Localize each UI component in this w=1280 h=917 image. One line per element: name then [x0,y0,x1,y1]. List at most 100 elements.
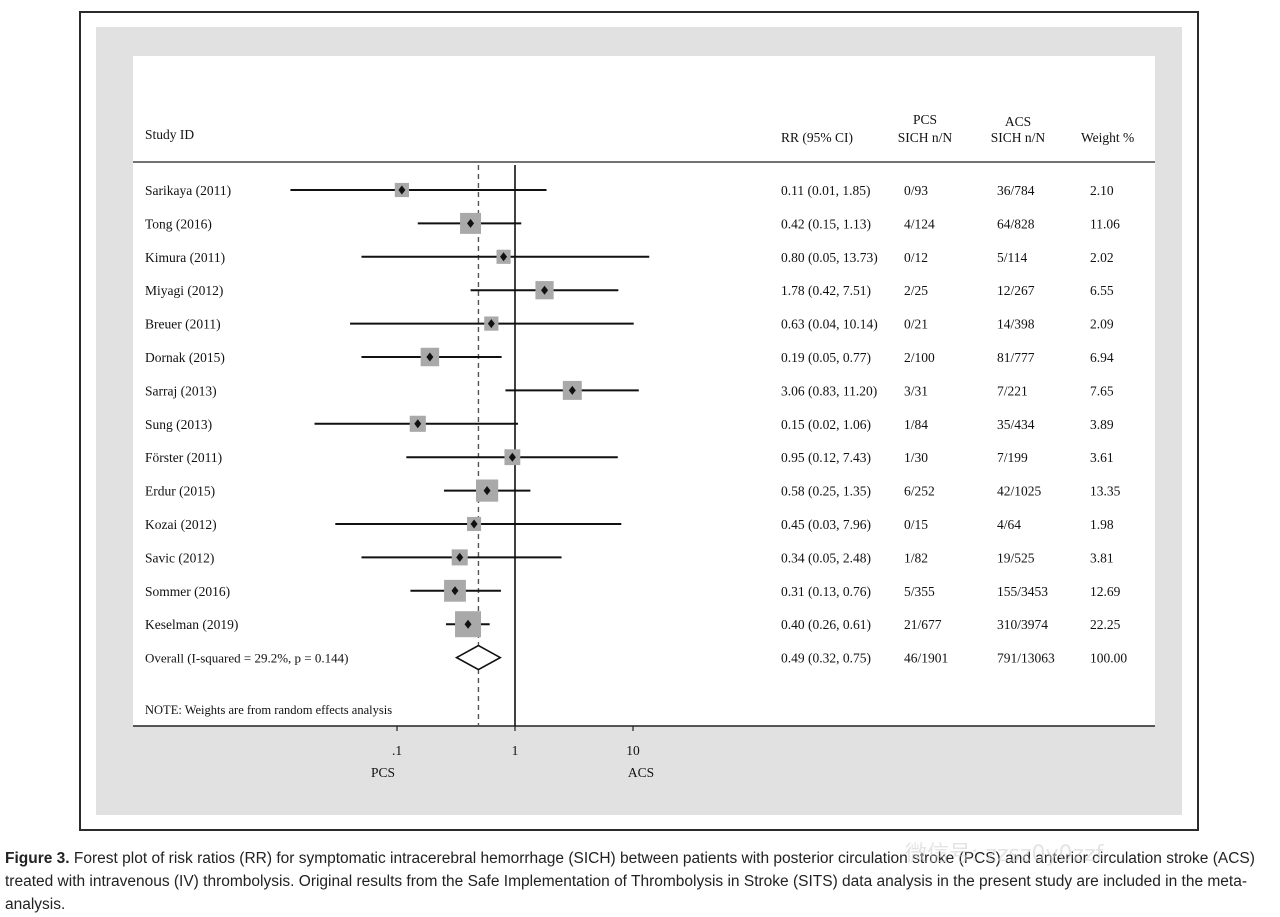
study-row: Tong (2016) 0.42 (0.15, 1.13) 4/124 64/828 1… [145,212,1120,234]
study-row: Kozai (2012) 0.45 (0.03, 7.96) 0/15 4/64 1.9… [145,516,1114,532]
weight-value: 2.02 [1090,250,1114,265]
favours-right-label: ACS [628,765,654,780]
pcs-sich-value: 0/21 [904,317,928,332]
header-acs-sub: SICH n/N [991,130,1046,145]
x-tick-label: .1 [392,743,402,758]
pcs-sich-value: 1/82 [904,550,928,565]
acs-sich-value: 5/114 [997,250,1027,265]
study-label: Breuer (2011) [145,317,221,332]
rr-ci-value: 0.80 (0.05, 13.73) [781,250,878,265]
weight-value: 11.06 [1090,216,1120,231]
acs-sich-value: 19/525 [997,550,1035,565]
study-label: Savic (2012) [145,550,214,565]
figure-caption: Figure 3. Forest plot of risk ratios (RR… [5,847,1277,916]
study-label: Sarraj (2013) [145,383,217,398]
acs-sich-value: 42/1025 [997,484,1042,499]
study-label: Kozai (2012) [145,517,217,532]
point-estimate-marker [500,252,508,262]
acs-sich-value: 7/221 [997,383,1028,398]
rr-ci-value: 0.11 (0.01, 1.85) [781,183,871,198]
weight-value: 13.35 [1090,484,1121,499]
pcs-sich-value: 3/31 [904,383,928,398]
study-label: Sommer (2016) [145,584,230,599]
weight-value: 3.89 [1090,417,1114,432]
acs-sich-value: 4/64 [997,517,1021,532]
pcs-sich-value: 4/124 [904,216,935,231]
study-label: Erdur (2015) [145,484,215,499]
study-label: Sarikaya (2011) [145,183,231,198]
weight-value: 3.61 [1090,450,1114,465]
caption-label: Figure 3. [5,850,70,867]
study-label: Sung (2013) [145,417,212,432]
point-estimate-marker [467,218,475,228]
acs-sich-value: 35/434 [997,417,1035,432]
acs-sich-value: 36/784 [997,183,1035,198]
pcs-sich-value: 2/25 [904,283,928,298]
study-label: Kimura (2011) [145,250,225,265]
study-row: Sommer (2016) 0.31 (0.13, 0.76) 5/355 155/3… [145,579,1121,602]
rr-ci-value: 0.34 (0.05, 2.48) [781,550,871,565]
favours-left-label: PCS [371,765,395,780]
rr-ci-value: 1.78 (0.42, 7.51) [781,283,871,298]
weight-value: 2.10 [1090,183,1114,198]
point-estimate-marker [483,486,491,496]
point-estimate-marker [541,285,549,295]
point-estimate-marker [398,185,406,195]
x-tick-label: 1 [512,743,519,758]
pcs-sich-value: 1/84 [904,417,928,432]
pcs-sich-value: 1/30 [904,450,928,465]
point-estimate-marker [451,586,459,596]
weight-value: 1.98 [1090,517,1114,532]
study-row: Miyagi (2012) 1.78 (0.42, 7.51) 2/25 12/267… [145,281,1114,300]
header-weight: Weight % [1081,130,1134,145]
study-row: Sarikaya (2011) 0.11 (0.01, 1.85) 0/93 36/7… [145,182,1114,198]
point-estimate-marker [568,385,576,395]
rr-ci-value: 3.06 (0.83, 11.20) [781,383,877,398]
weight-value: 12.69 [1090,584,1121,599]
weight-value: 6.94 [1090,350,1114,365]
point-estimate-marker [456,552,464,562]
point-estimate-marker [426,352,434,362]
pcs-sich-value: 6/252 [904,484,935,499]
weight-value: 7.65 [1090,383,1114,398]
plot-area [133,56,1155,726]
weight-value: 2.09 [1090,317,1114,332]
rr-ci-value: 0.63 (0.04, 10.14) [781,317,878,332]
acs-sich-value: 7/199 [997,450,1028,465]
pcs-sich-value: 2/100 [904,350,935,365]
study-label: Dornak (2015) [145,350,225,365]
study-row: Sung (2013) 0.15 (0.02, 1.06) 1/84 35/434 3.… [145,415,1114,432]
overall-diamond [454,644,502,671]
rr-ci-value: 0.19 (0.05, 0.77) [781,350,871,365]
overall-weight-value: 100.00 [1090,651,1127,666]
note-text: NOTE: Weights are from random effects an… [145,703,392,717]
study-row: Erdur (2015) 0.58 (0.25, 1.35) 6/252 42/102… [145,479,1121,502]
rr-ci-value: 0.42 (0.15, 1.13) [781,216,871,231]
study-row: Dornak (2015) 0.19 (0.05, 0.77) 2/100 81/77… [145,347,1114,367]
point-estimate-marker [508,452,516,462]
overall-pcs-value: 46/1901 [904,651,948,666]
overall-acs-value: 791/13063 [997,651,1055,666]
header-study-id: Study ID [145,127,194,142]
acs-sich-value: 310/3974 [997,617,1048,632]
rr-ci-value: 0.95 (0.12, 7.43) [781,450,871,465]
overall-rr-ci-value: 0.49 (0.32, 0.75) [781,651,871,666]
point-estimate-marker [470,519,478,529]
rr-ci-value: 0.15 (0.02, 1.06) [781,417,871,432]
acs-sich-value: 14/398 [997,317,1035,332]
weight-value: 22.25 [1090,617,1121,632]
rr-ci-value: 0.40 (0.26, 0.61) [781,617,871,632]
rr-ci-value: 0.58 (0.25, 1.35) [781,484,871,499]
header-pcs-sub: SICH n/N [898,130,953,145]
pcs-sich-value: 21/677 [904,617,942,632]
x-tick-label: 10 [626,743,640,758]
caption-text: Forest plot of risk ratios (RR) for symp… [5,850,1255,913]
study-row: Sarraj (2013) 3.06 (0.83, 11.20) 3/31 7/221… [145,380,1114,400]
acs-sich-value: 64/828 [997,216,1035,231]
study-label: Tong (2016) [145,216,212,231]
pcs-sich-value: 0/93 [904,183,928,198]
watermark: 微信号: zzsz0y0zzf [905,842,1104,867]
rr-ci-value: 0.31 (0.13, 0.76) [781,584,871,599]
point-estimate-marker [414,419,422,429]
